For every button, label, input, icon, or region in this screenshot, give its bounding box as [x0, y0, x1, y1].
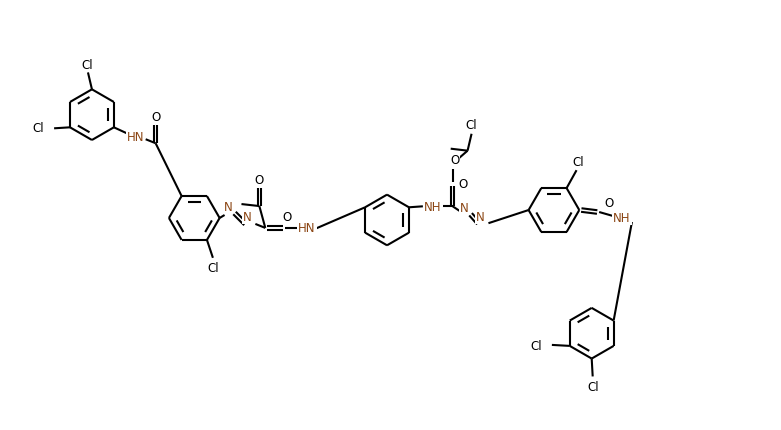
- Text: O: O: [151, 111, 160, 123]
- Text: N: N: [224, 200, 233, 213]
- Text: NH: NH: [424, 200, 441, 213]
- Text: O: O: [604, 196, 614, 209]
- Text: HN: HN: [298, 222, 316, 235]
- Text: Cl: Cl: [530, 340, 542, 353]
- Text: Cl: Cl: [81, 59, 93, 72]
- Text: Cl: Cl: [33, 122, 45, 135]
- Text: NH: NH: [613, 212, 631, 225]
- Text: HN: HN: [127, 130, 144, 144]
- Text: O: O: [255, 173, 264, 186]
- Text: Cl: Cl: [207, 261, 219, 275]
- Text: Cl: Cl: [587, 380, 598, 393]
- Text: Cl: Cl: [572, 155, 584, 169]
- Text: Cl: Cl: [465, 119, 477, 132]
- Text: N: N: [476, 210, 485, 223]
- Text: N: N: [460, 201, 469, 214]
- Text: N: N: [243, 211, 251, 224]
- Text: O: O: [458, 178, 467, 190]
- Text: O: O: [450, 154, 459, 167]
- Text: O: O: [283, 211, 292, 224]
